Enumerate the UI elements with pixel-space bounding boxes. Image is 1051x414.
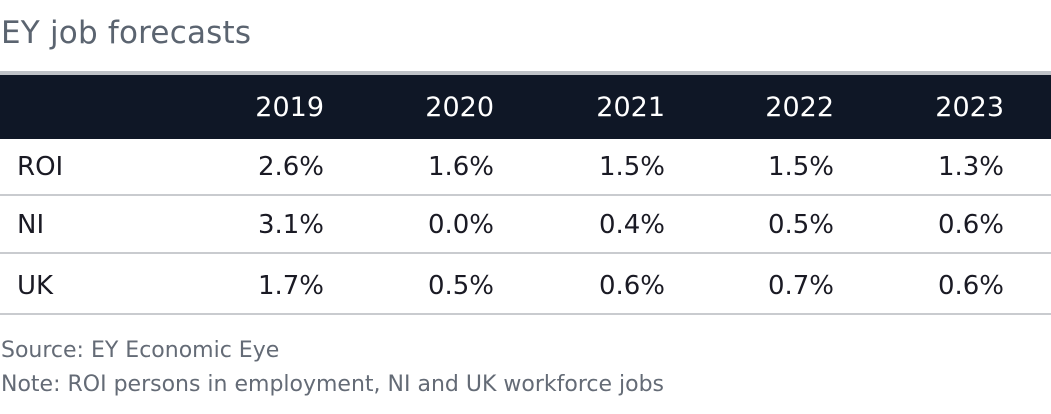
table-cell: 0.7% — [767, 270, 834, 301]
table-row-ni: NI 3.1% 0.0% 0.4% 0.5% 0.6% — [0, 198, 1051, 254]
page-title: EY job forecasts — [1, 15, 252, 51]
row-label: NI — [17, 210, 45, 240]
column-header-2021: 2021 — [596, 91, 665, 123]
table-row-roi: ROI 2.6% 1.6% 1.5% 1.5% 1.3% — [0, 140, 1051, 196]
table-cell: 0.0% — [427, 210, 494, 240]
table-cell: 3.1% — [257, 210, 324, 240]
column-header-2023: 2023 — [935, 91, 1004, 123]
table-cell: 0.6% — [937, 210, 1004, 240]
table-cell: 0.5% — [767, 210, 834, 240]
column-header-2020: 2020 — [425, 91, 494, 123]
table-cell: 0.6% — [937, 270, 1004, 301]
table-row-uk: UK 1.7% 0.5% 0.6% 0.7% 0.6% — [0, 258, 1051, 315]
footnote: Note: ROI persons in employment, NI and … — [1, 372, 664, 397]
column-header-2019: 2019 — [255, 91, 324, 123]
table-cell: 0.5% — [427, 270, 494, 301]
source-note: Source: EY Economic Eye — [1, 338, 280, 363]
row-label: UK — [17, 270, 54, 301]
table-cell: 2.6% — [257, 152, 324, 182]
table-cell: 1.5% — [598, 152, 665, 182]
top-divider — [0, 71, 1051, 75]
column-header-2022: 2022 — [765, 91, 834, 123]
table-cell: 1.5% — [767, 152, 834, 182]
row-label: ROI — [17, 152, 64, 182]
table-cell: 1.6% — [427, 152, 494, 182]
table-header: 2019 2020 2021 2022 2023 — [0, 75, 1051, 139]
table-cell: 0.4% — [598, 210, 665, 240]
table-cell: 1.7% — [257, 270, 324, 301]
table-cell: 0.6% — [598, 270, 665, 301]
table-cell: 1.3% — [937, 152, 1004, 182]
